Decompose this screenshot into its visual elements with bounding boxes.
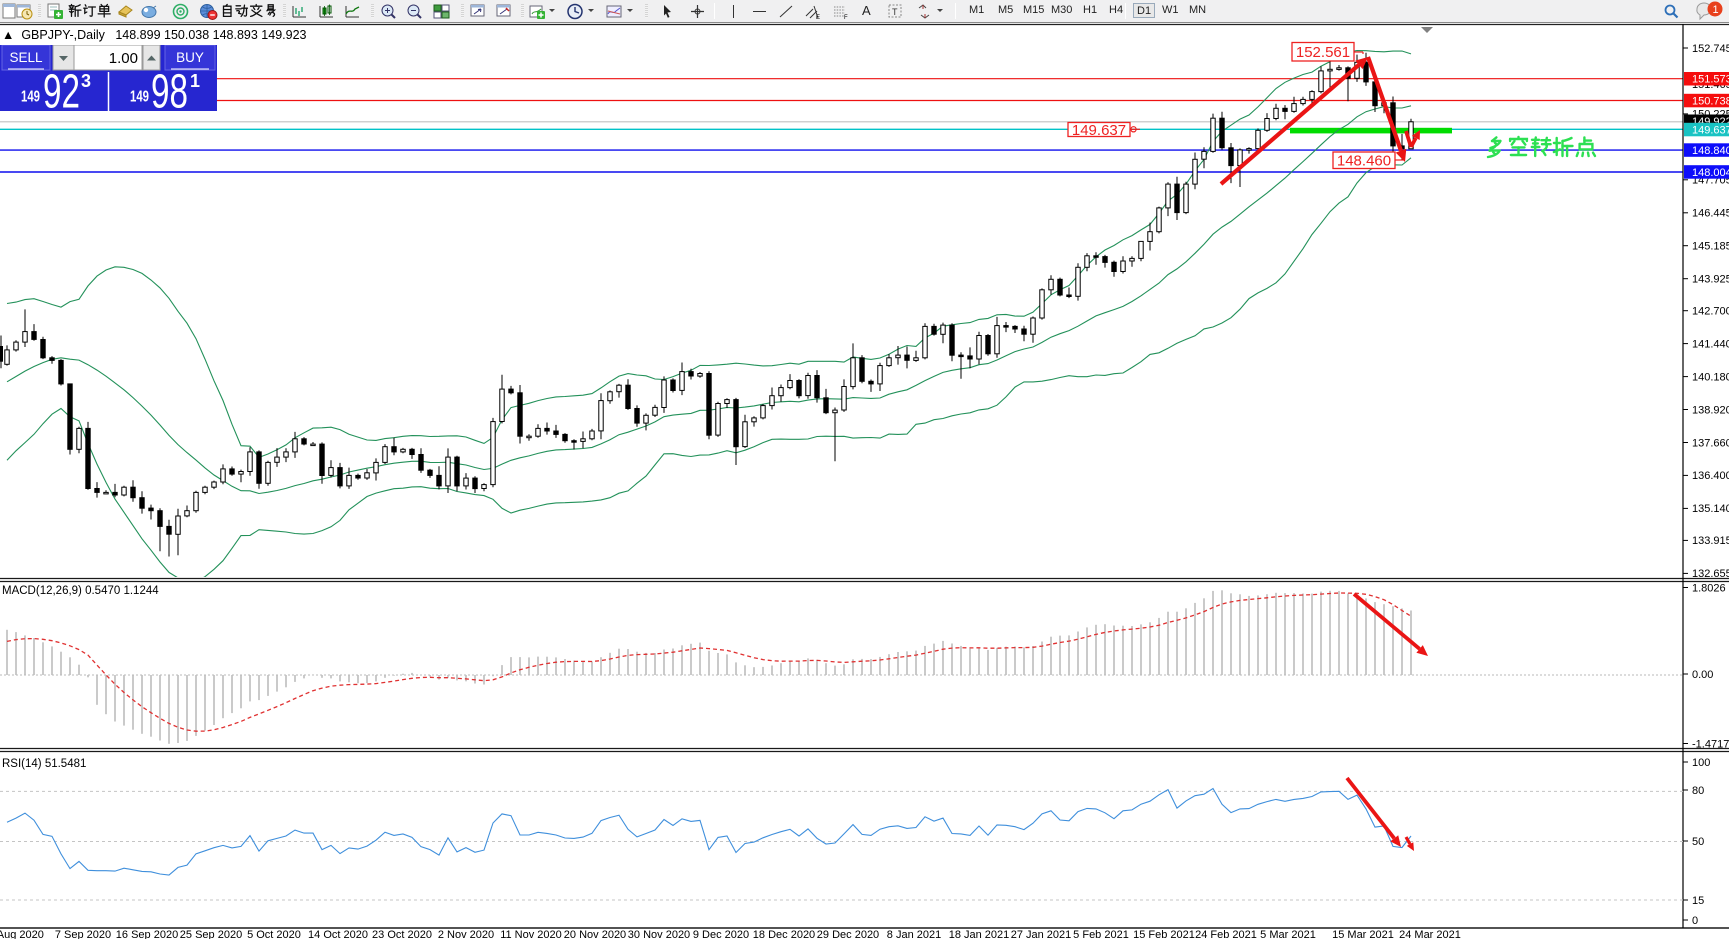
svg-text:92: 92 <box>43 66 80 112</box>
svg-text:1.00: 1.00 <box>109 50 138 67</box>
svg-text:24 Feb 2021: 24 Feb 2021 <box>1195 929 1257 939</box>
svg-text:149.637: 149.637 <box>1072 122 1126 139</box>
svg-text:MACD(12,26,9) 0.5470 1.1244: MACD(12,26,9) 0.5470 1.1244 <box>2 585 159 597</box>
svg-text:F: F <box>844 15 848 21</box>
svg-text:7 Sep 2020: 7 Sep 2020 <box>55 929 111 939</box>
svg-text:0.00: 0.00 <box>1692 669 1713 681</box>
svg-text:T: T <box>892 7 898 17</box>
svg-text:148.840: 148.840 <box>1692 145 1729 157</box>
svg-text:1.8026: 1.8026 <box>1692 582 1726 594</box>
svg-text:136.400: 136.400 <box>1692 470 1729 482</box>
svg-text:8 Aug 2020: 8 Aug 2020 <box>0 929 44 939</box>
svg-text:152.745: 152.745 <box>1692 43 1729 55</box>
svg-text:142.700: 142.700 <box>1692 306 1729 318</box>
svg-text:149: 149 <box>130 89 149 106</box>
svg-text:BUY: BUY <box>176 50 204 65</box>
svg-text:11 Nov 2020: 11 Nov 2020 <box>500 929 562 939</box>
svg-text:148.460: 148.460 <box>1337 153 1391 170</box>
svg-text:9 Dec 2020: 9 Dec 2020 <box>693 929 749 939</box>
svg-text:132.655: 132.655 <box>1692 568 1729 580</box>
svg-text:0: 0 <box>1692 915 1698 927</box>
svg-text:80: 80 <box>1692 785 1704 797</box>
svg-text:148.004: 148.004 <box>1692 167 1729 179</box>
svg-text:135.140: 135.140 <box>1692 503 1729 515</box>
svg-text:1: 1 <box>190 71 200 91</box>
svg-text:138.920: 138.920 <box>1692 404 1729 416</box>
svg-text:29 Dec 2020: 29 Dec 2020 <box>817 929 879 939</box>
svg-text:3: 3 <box>81 71 91 91</box>
svg-text:50: 50 <box>1692 836 1704 848</box>
svg-text:149: 149 <box>21 89 40 106</box>
svg-text:98: 98 <box>151 66 188 112</box>
svg-text:15 Feb 2021: 15 Feb 2021 <box>1133 929 1195 939</box>
svg-text:152.561: 152.561 <box>1296 44 1350 61</box>
svg-text:15: 15 <box>1692 895 1704 907</box>
svg-text:23 Oct 2020: 23 Oct 2020 <box>372 929 432 939</box>
svg-text:100: 100 <box>1692 757 1710 769</box>
svg-text:141.440: 141.440 <box>1692 338 1729 350</box>
svg-text:15 Mar 2021: 15 Mar 2021 <box>1332 929 1394 939</box>
svg-text:137.660: 137.660 <box>1692 437 1729 449</box>
svg-text:20 Nov 2020: 20 Nov 2020 <box>564 929 626 939</box>
svg-text:2 Nov 2020: 2 Nov 2020 <box>438 929 494 939</box>
svg-text:143.925: 143.925 <box>1692 274 1729 286</box>
svg-text:-1.4717: -1.4717 <box>1692 738 1729 750</box>
svg-text:151.573: 151.573 <box>1692 74 1729 86</box>
svg-text:25 Sep 2020: 25 Sep 2020 <box>180 929 242 939</box>
svg-text:RSI(14) 51.5481: RSI(14) 51.5481 <box>2 758 86 770</box>
svg-text:145.185: 145.185 <box>1692 241 1729 253</box>
svg-text:1: 1 <box>1713 4 1719 16</box>
svg-text:E: E <box>816 15 820 21</box>
svg-text:18 Dec 2020: 18 Dec 2020 <box>753 929 815 939</box>
svg-text:27 Jan 2021: 27 Jan 2021 <box>1011 929 1072 939</box>
svg-text:5 Oct 2020: 5 Oct 2020 <box>247 929 301 939</box>
svg-text:SELL: SELL <box>9 50 43 65</box>
svg-text:133.915: 133.915 <box>1692 535 1729 547</box>
svg-text:18 Jan 2021: 18 Jan 2021 <box>949 929 1010 939</box>
svg-text:149.637: 149.637 <box>1692 125 1729 137</box>
svg-text:146.445: 146.445 <box>1692 208 1729 220</box>
svg-text:150.738: 150.738 <box>1692 95 1729 107</box>
svg-text:24 Mar 2021: 24 Mar 2021 <box>1399 929 1461 939</box>
svg-text:14 Oct 2020: 14 Oct 2020 <box>308 929 368 939</box>
svg-text:5 Feb 2021: 5 Feb 2021 <box>1073 929 1129 939</box>
svg-text:8 Jan 2021: 8 Jan 2021 <box>887 929 941 939</box>
svg-text:30 Nov 2020: 30 Nov 2020 <box>628 929 690 939</box>
svg-text:▲ GBPJPY-,Daily 148.899 150: ▲ GBPJPY-,Daily 148.899 150.038 148.893 … <box>2 28 307 42</box>
svg-text:5 Mar 2021: 5 Mar 2021 <box>1260 929 1316 939</box>
svg-text:16 Sep 2020: 16 Sep 2020 <box>116 929 178 939</box>
svg-text:140.180: 140.180 <box>1692 371 1729 383</box>
